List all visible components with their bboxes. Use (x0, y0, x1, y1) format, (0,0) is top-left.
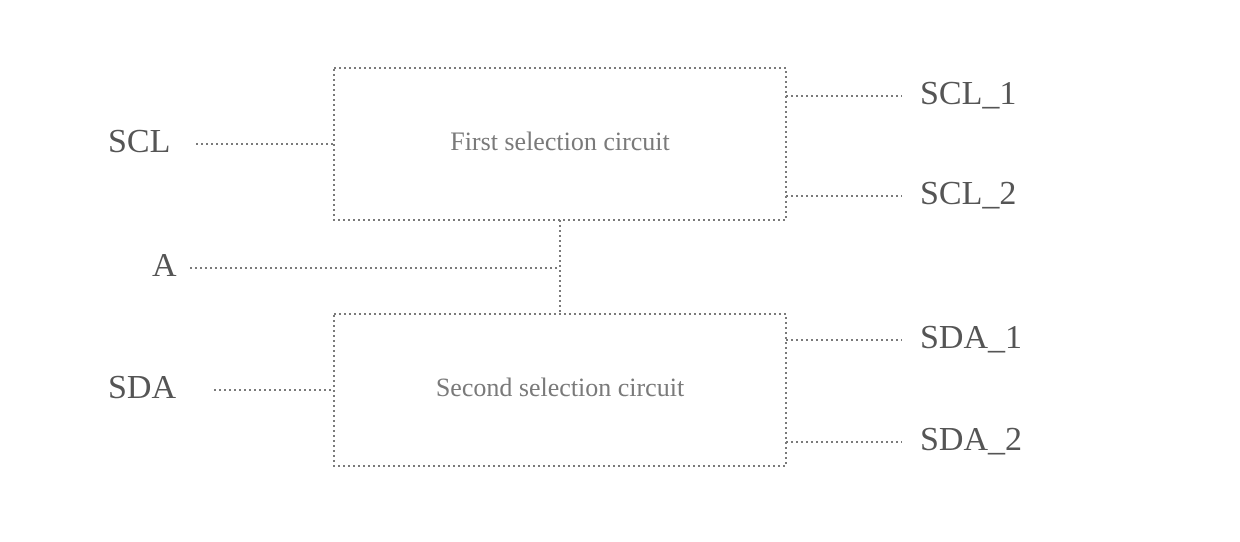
second-selection-circuit-label: Second selection circuit (436, 373, 685, 402)
first-selection-circuit-label: First selection circuit (450, 127, 670, 156)
label-scl-1: SCL_1 (920, 75, 1016, 112)
label-a: A (152, 247, 177, 284)
label-sda: SDA (108, 369, 176, 406)
label-sda-2: SDA_2 (920, 421, 1022, 458)
label-scl-2: SCL_2 (920, 175, 1016, 212)
block-diagram: First selection circuit Second selection… (0, 0, 1240, 542)
label-sda-1: SDA_1 (920, 319, 1022, 356)
label-scl: SCL (108, 123, 170, 160)
